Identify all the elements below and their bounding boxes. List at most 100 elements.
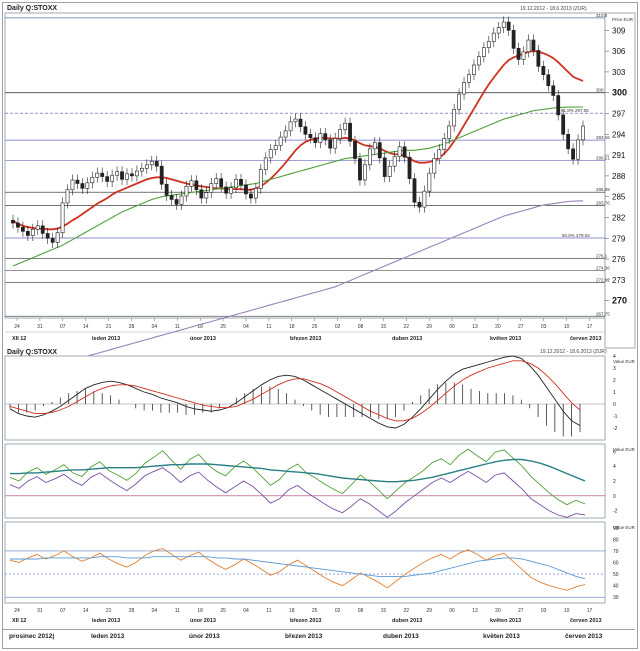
macd-tick-label: 2 [613,378,616,384]
candle-body [561,114,566,135]
level-annotation: 310.8 [596,13,608,18]
roc-tick-label: -2 [613,509,618,515]
price-tick-label: 273 [612,276,626,285]
candle-body [526,39,531,53]
roc-tick-label: 4 [613,464,616,470]
candle-body [50,237,55,243]
moving-average-line [12,106,583,267]
macd-tick-label: -1 [613,414,618,420]
x-tick-label: 27 [518,608,524,614]
x-tick-label: 21 [106,324,112,330]
x-tick-label: 08 [358,608,364,614]
x-tick-label: 14 [83,608,89,614]
candle-body [273,145,278,150]
x-tick-label: 25 [220,324,226,330]
candle-body [333,138,338,149]
candle-body [110,174,115,182]
roc-axis-label: Value EUR [613,447,636,452]
month-label: XII 12 [12,618,26,624]
candle-body [496,27,501,34]
macd-line [9,360,581,422]
candle-body [159,165,164,185]
month-label: květen 2013 [490,618,521,624]
price-axis-label: Price EUR [612,17,634,22]
candle-body [551,85,556,96]
level-annotation: 272.62 [596,278,610,283]
x-tick-label: 11 [266,324,271,330]
candle-body [576,139,580,160]
candle-body [363,164,367,181]
x-tick-label: 31 [37,608,43,614]
x-tick-label: 15 [381,324,387,330]
macd-tick-label: -2 [613,426,618,432]
x-tick-label: 25 [312,608,318,614]
month-label: březen 2013 [290,618,322,624]
bottom-label: leden 2013 [91,633,125,640]
candle-body [70,179,75,191]
candle-body [283,130,288,138]
x-tick-label: 06 [449,324,455,330]
candle-body [40,225,45,234]
bottom-label: květen 2013 [483,633,520,640]
x-tick-label: 11 [266,608,271,614]
x-tick-label: 04 [243,324,249,330]
month-label: březen 2013 [290,336,322,342]
candle-body [427,172,432,192]
level-annotation: 50.0% 279.04 [562,233,590,238]
candle-body [462,82,466,95]
main-plot-area [4,12,606,319]
x-tick-label: 15 [381,608,387,614]
price-tick-label: 303 [612,68,626,77]
candle-body [516,48,521,60]
candle-body [308,134,313,139]
candle-body [298,118,303,127]
candle-body [452,109,457,127]
candle-body [164,183,169,196]
rsi-tick-label: 60 [613,561,619,567]
month-label: leden 2013 [92,336,120,342]
price-tick-label: 306 [612,47,626,56]
price-tick-label: 270 [612,296,627,306]
candle-body [343,122,347,130]
x-tick-label: 22 [404,608,410,614]
candle-body [115,171,119,176]
x-tick-label: 14 [83,324,89,330]
candle-body [328,139,333,149]
candle-body [467,74,471,83]
roc-line [9,467,586,518]
candle-body [224,186,229,194]
candle-body [278,136,283,146]
candle-body [546,74,551,87]
roc-tick-label: 6 [613,449,616,455]
price-tick-label: 288 [612,172,626,181]
macd-plot-area [4,355,606,441]
candle-body [348,122,352,142]
candle-body [139,167,144,172]
candle-body [323,133,328,141]
macd-tick-label: 4 [613,354,616,360]
bottom-label: únor 2013 [189,633,220,640]
candle-body [387,165,392,177]
candle-body [125,173,129,180]
month-label: červen 2013 [570,618,602,624]
candle-body [392,156,397,167]
candle-body [511,30,516,49]
candle-body [521,51,526,60]
x-tick-label: 29 [426,608,432,614]
candle-body [249,193,253,199]
rsi-tick-label: 90 [613,526,619,532]
candle-body [486,41,491,48]
price-tick-label: 297 [612,110,626,119]
macd-tick-label: 3 [613,366,616,372]
bottom-label: prosinec 2012| [9,633,55,640]
price-axis [604,12,636,349]
candle-body [477,56,481,66]
candle-body [377,142,382,159]
x-tick-label: 31 [37,324,43,330]
x-tick-label: 25 [220,608,226,614]
candle-body [25,231,30,236]
candle-body [303,126,308,135]
x-tick-label: 18 [289,324,295,330]
rsi-tick-label: 40 [613,584,619,590]
x-tick-label: 04 [152,324,158,330]
